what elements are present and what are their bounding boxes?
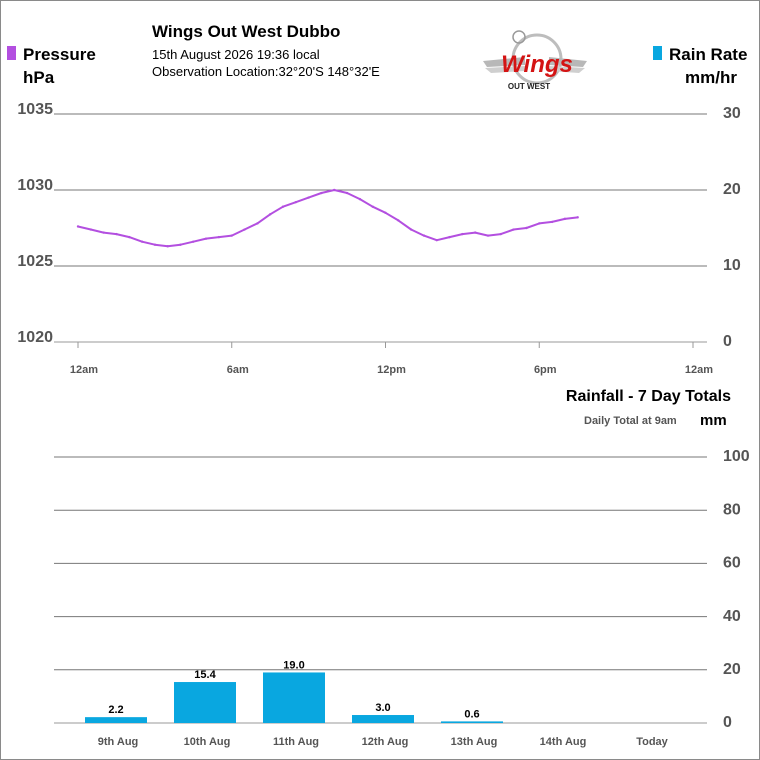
left-axis-tick-label: 1030 xyxy=(17,177,53,194)
pressure-point xyxy=(448,235,451,239)
pressure-point xyxy=(409,228,413,231)
rainfall-data-label: 3.0 xyxy=(375,702,390,714)
rainfall-axis-tick-label: 100 xyxy=(723,448,750,465)
x-axis-tick-label: 12pm xyxy=(377,364,406,376)
pressure-point xyxy=(243,228,246,231)
pressure-point xyxy=(538,222,541,225)
pressure-point xyxy=(333,188,336,192)
pressure-point xyxy=(307,196,310,199)
rain-rate-unit-label: mm/hr xyxy=(685,68,737,87)
pressure-point xyxy=(140,240,144,243)
pressure-point xyxy=(76,225,80,228)
pressure-point xyxy=(89,228,93,231)
pressure-point xyxy=(371,205,374,208)
pressure-point xyxy=(128,235,131,239)
right-axis-tick-label: 0 xyxy=(723,333,732,350)
rainfall-category-label: 13th Aug xyxy=(451,736,498,748)
pressure-point xyxy=(320,191,323,195)
pressure-point xyxy=(166,245,169,248)
pressure-point xyxy=(422,234,426,237)
logo-tagline: OUT WEST xyxy=(508,82,550,91)
pressure-point xyxy=(358,197,362,201)
pressure-point xyxy=(268,213,272,216)
rainfall-bar xyxy=(174,682,236,723)
pressure-point xyxy=(217,235,221,239)
rainfall-data-label: 2.2 xyxy=(108,704,123,716)
pressure-point xyxy=(512,228,515,231)
rain-rate-legend-label: Rain Rate xyxy=(669,45,748,64)
pressure-point xyxy=(102,231,105,234)
rainfall-data-label: 0.6 xyxy=(464,708,479,720)
pressure-point xyxy=(473,231,477,234)
rainfall-category-label: 9th Aug xyxy=(98,736,139,748)
rainfall-axis-tick-label: 80 xyxy=(723,501,741,518)
rainfall-bar xyxy=(441,721,503,723)
pressure-point xyxy=(397,219,400,222)
rainfall-bar xyxy=(85,717,147,723)
pressure-point xyxy=(499,232,503,236)
rainfall-bar xyxy=(352,715,414,723)
pressure-point xyxy=(192,240,195,243)
rainfall-axis-tick-label: 60 xyxy=(723,555,741,572)
pressure-point xyxy=(384,211,387,214)
pressure-unit-label: hPa xyxy=(23,68,55,87)
rainfall-category-label: 10th Aug xyxy=(184,736,231,748)
pressure-point xyxy=(550,220,554,224)
pressure-point xyxy=(256,222,259,225)
pressure-legend-label: Pressure xyxy=(23,45,96,64)
right-axis-tick-label: 20 xyxy=(723,181,741,198)
rainfall-unit-label: mm xyxy=(700,412,727,429)
pressure-point xyxy=(525,226,528,230)
pressure-point xyxy=(563,217,567,221)
left-axis-tick-label: 1025 xyxy=(17,253,53,270)
pressure-legend-swatch xyxy=(7,46,16,60)
pressure-point xyxy=(115,232,118,236)
rainfall-panel-subtitle: Daily Total at 9am xyxy=(584,415,677,427)
rainfall-category-label: Today xyxy=(636,736,668,748)
pressure-point xyxy=(345,191,349,195)
pressure-point xyxy=(294,200,298,204)
pressure-point xyxy=(204,237,208,240)
pressure-point xyxy=(153,243,157,246)
pressure-point xyxy=(435,238,438,242)
pressure-point xyxy=(461,232,464,236)
observation-date: 15th August 2026 19:36 local xyxy=(152,47,320,62)
pressure-line xyxy=(77,189,578,248)
pressure-point xyxy=(281,205,285,208)
x-axis-tick-label: 12am xyxy=(70,364,98,376)
rainfall-data-label: 15.4 xyxy=(194,669,216,681)
rainfall-7-day-chart: 0 20 40 60 80 100 2.2 9th Aug 15.4 10th Aug 19.0 11… xyxy=(54,448,750,748)
rainfall-bar xyxy=(263,672,325,723)
rainfall-axis-tick-label: 40 xyxy=(723,608,741,625)
wings-logo: Wings OUT WEST xyxy=(483,30,587,91)
x-axis-tick-label: 6am xyxy=(227,364,249,376)
left-axis-tick-label: 1020 xyxy=(17,329,53,346)
observation-location: Observation Location:32°20'S 148°32'E xyxy=(152,64,380,79)
rainfall-data-label: 19.0 xyxy=(283,659,304,671)
logo-wordmark: Wings xyxy=(501,51,573,78)
pressure-point xyxy=(179,243,182,246)
right-axis-tick-label: 30 xyxy=(723,105,741,122)
rainfall-category-label: 11th Aug xyxy=(273,736,319,748)
rainfall-category-label: 12th Aug xyxy=(362,736,409,748)
x-axis-tick-label: 12am xyxy=(685,364,713,376)
rainfall-panel-title: Rainfall - 7 Day Totals xyxy=(565,388,731,405)
x-axis-tick-label: 6pm xyxy=(534,364,557,376)
pressure-point xyxy=(486,234,490,237)
pressure-point xyxy=(576,216,579,219)
right-axis-tick-label: 10 xyxy=(723,257,741,274)
rainfall-category-label: 14th Aug xyxy=(540,736,587,748)
rain-rate-legend-swatch xyxy=(653,46,662,60)
pressure-point xyxy=(230,234,233,237)
rainfall-axis-tick-label: 20 xyxy=(723,661,741,678)
rainfall-axis-tick-label: 0 xyxy=(723,714,732,731)
station-title: Wings Out West Dubbo xyxy=(152,22,341,41)
left-axis-tick-label: 1035 xyxy=(17,101,53,118)
